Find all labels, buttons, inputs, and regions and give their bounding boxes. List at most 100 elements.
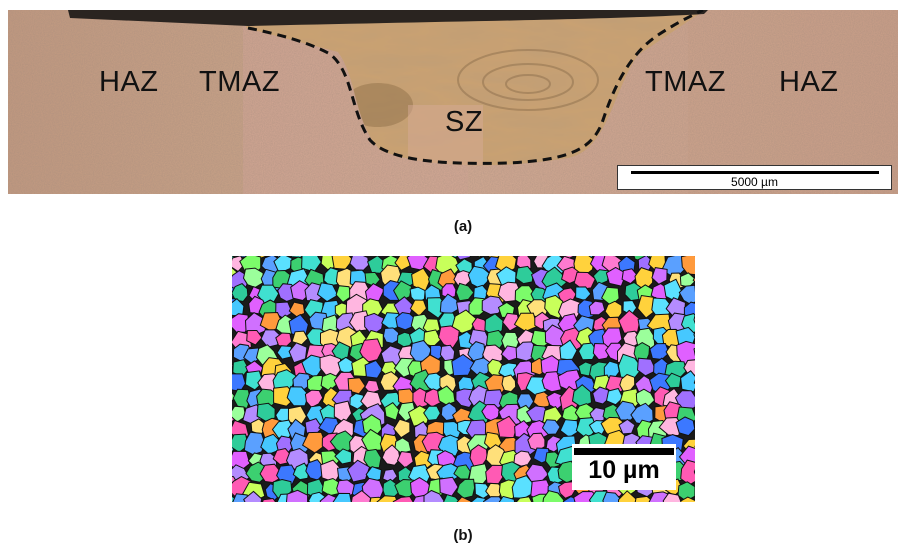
grain	[451, 353, 475, 377]
tmaz-left-label: TMAZ	[199, 66, 280, 98]
grain	[693, 347, 695, 357]
grain	[515, 496, 533, 502]
grain	[243, 490, 263, 502]
grain	[232, 331, 234, 338]
grain	[409, 369, 432, 393]
grain	[347, 377, 366, 395]
grain	[244, 370, 264, 391]
grain	[513, 312, 539, 332]
grain	[349, 256, 370, 271]
grain	[409, 299, 428, 317]
grain	[437, 434, 461, 457]
grain	[683, 359, 695, 376]
grain	[559, 419, 579, 439]
grain	[456, 478, 476, 499]
grain	[331, 256, 354, 270]
scale-bar-b: 10 µm	[572, 444, 676, 490]
grain	[621, 268, 640, 285]
caption-a: (a)	[453, 218, 473, 235]
grain	[592, 269, 610, 286]
grain	[423, 405, 441, 421]
grain	[232, 363, 234, 371]
grain	[316, 282, 339, 303]
grain	[651, 267, 668, 285]
haz-left-label: HAZ	[99, 66, 159, 98]
grain	[541, 419, 561, 435]
scale-bar-a-line	[631, 171, 879, 174]
grain	[453, 270, 472, 287]
grain	[361, 428, 383, 452]
grain	[471, 496, 488, 502]
grain	[527, 432, 546, 452]
grain	[541, 371, 562, 393]
grain	[439, 476, 459, 497]
grain	[675, 416, 695, 437]
grain	[635, 388, 656, 408]
sz-label: SZ	[445, 106, 484, 138]
grain	[481, 403, 500, 422]
grain	[438, 325, 460, 349]
grain	[680, 459, 695, 486]
grain	[588, 300, 606, 316]
grain	[636, 357, 657, 377]
grain	[662, 492, 682, 502]
grain	[232, 283, 249, 303]
weld-macrograph: HAZ TMAZ SZ TMAZ HAZ 5000 µm	[8, 10, 898, 194]
grain	[693, 313, 695, 325]
grain	[384, 402, 400, 421]
grain	[437, 385, 456, 406]
grain	[602, 491, 621, 502]
grain	[262, 497, 277, 502]
grain	[542, 490, 565, 502]
haz-right-label: HAZ	[779, 66, 839, 98]
scale-bar-a: 5000 µm	[617, 165, 892, 190]
grain	[532, 391, 552, 409]
scale-bar-a-text: 5000 µm	[731, 175, 778, 189]
grain	[346, 459, 371, 483]
grain	[693, 332, 695, 339]
grain	[634, 495, 655, 502]
grain	[456, 256, 472, 261]
grain	[304, 389, 324, 409]
grain	[392, 495, 414, 502]
grain	[680, 496, 695, 502]
grain	[382, 327, 400, 344]
grain	[286, 489, 309, 502]
grain	[680, 256, 695, 276]
grain	[232, 405, 247, 423]
grain	[680, 370, 695, 393]
caption-b: (b)	[453, 527, 473, 544]
grain	[288, 301, 306, 318]
grain	[515, 265, 534, 285]
ebsd-grain-map: 10 µm	[232, 256, 695, 502]
grain	[500, 345, 519, 362]
grain	[439, 344, 456, 362]
grain	[364, 359, 384, 379]
grain	[232, 373, 247, 392]
grain	[439, 293, 459, 315]
grain	[575, 286, 592, 302]
grain	[393, 418, 411, 439]
grain	[692, 275, 695, 283]
grain	[232, 298, 245, 317]
grain	[332, 492, 352, 502]
scale-bar-b-line	[574, 448, 674, 455]
grain	[483, 496, 504, 502]
grain	[455, 282, 475, 302]
grain	[693, 379, 695, 385]
grain	[333, 400, 353, 424]
grain	[513, 450, 533, 467]
grain	[622, 299, 638, 317]
tmaz-right-label: TMAZ	[645, 66, 726, 98]
grain	[476, 256, 482, 258]
grain	[618, 309, 641, 334]
grain	[558, 481, 577, 499]
grain	[301, 256, 322, 273]
grain	[456, 496, 472, 502]
grain	[334, 448, 353, 465]
macrograph-image	[8, 10, 898, 194]
grain	[288, 342, 308, 364]
grain	[323, 267, 341, 287]
grain	[693, 469, 695, 475]
scale-bar-b-text: 10 µm	[588, 456, 660, 484]
